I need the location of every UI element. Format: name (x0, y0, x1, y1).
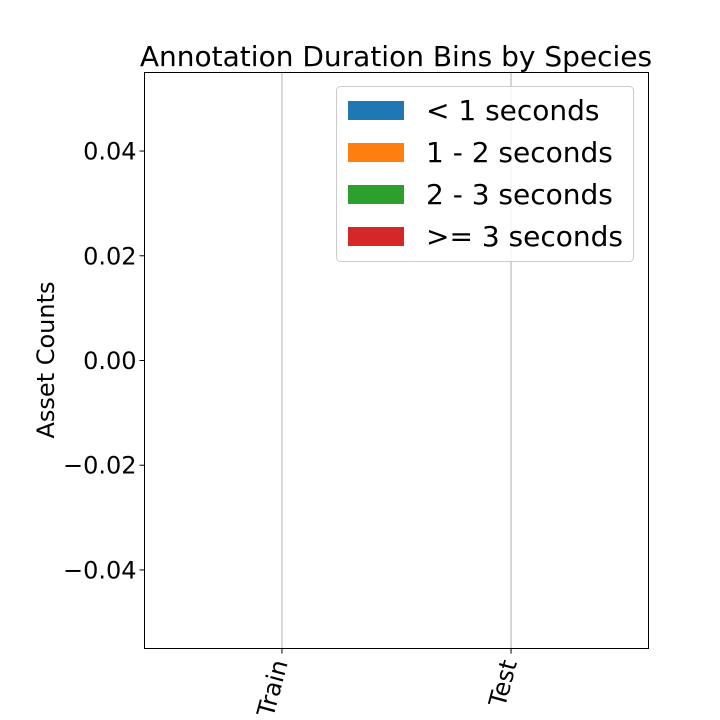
plot-frame (144, 72, 649, 649)
y-tick-label: 0.04 (83, 138, 136, 166)
legend-label: >= 3 seconds (426, 220, 623, 253)
legend-label: 1 - 2 seconds (426, 136, 613, 169)
legend-frame (336, 86, 634, 262)
legend-swatch (348, 185, 404, 204)
y-axis-ticks: 0.04 0.02 0.00 −0.02 −0.04 (63, 138, 145, 584)
y-tick-label: 0.02 (83, 242, 136, 270)
legend-label: 2 - 3 seconds (426, 178, 613, 211)
y-axis-label: Asset Counts (32, 281, 60, 438)
y-tick-label: 0.00 (83, 347, 136, 375)
chart-title: Annotation Duration Bins by Species (140, 40, 652, 73)
legend-label: < 1 seconds (426, 94, 600, 127)
y-tick-label: −0.02 (63, 452, 137, 480)
y-tick-label: −0.04 (63, 556, 137, 584)
legend-swatch (348, 227, 404, 246)
legend-swatch (348, 101, 404, 120)
legend: < 1 seconds 1 - 2 seconds 2 - 3 seconds >= … (336, 86, 634, 262)
legend-swatch (348, 143, 404, 162)
